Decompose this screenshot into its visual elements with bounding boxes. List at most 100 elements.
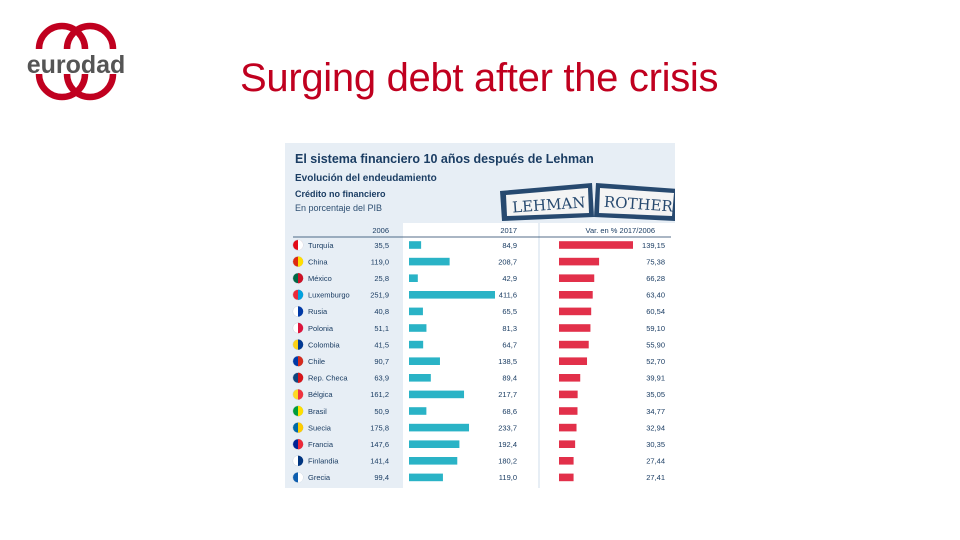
bar-change (559, 423, 577, 432)
header-2006: 2006 (372, 226, 389, 235)
luxembourg-flag-icon (292, 289, 304, 301)
bar-change (559, 457, 574, 465)
value-2006: 51,1 (374, 324, 389, 333)
bar-2006 (409, 390, 465, 399)
value-2017: 42,9 (502, 274, 517, 283)
value-change: 55,90 (646, 340, 665, 349)
country-label: Polonia (308, 324, 334, 333)
china-flag-icon (292, 256, 304, 268)
value-2006: 141,4 (370, 457, 389, 466)
bar-2006 (409, 473, 443, 482)
value-change: 27,41 (646, 473, 665, 482)
bar-2006 (409, 241, 422, 249)
table-row: Rep. Checa 63,9 89,4 39,91 (292, 372, 665, 384)
value-change: 52,70 (646, 357, 665, 366)
bar-2006 (409, 423, 470, 432)
table-row: Finlandia 141,4 180,2 27,44 (292, 455, 665, 467)
table-row: Rusia 40,8 65,5 60,54 (292, 305, 665, 317)
bar-2006 (409, 274, 418, 282)
country-label: Francia (308, 440, 334, 449)
banner-text-left: LEHMAN (512, 193, 586, 216)
value-2017: 119,0 (499, 473, 517, 482)
brazil-flag-icon (292, 405, 304, 417)
table-row: Chile 90,7 138,5 52,70 (292, 355, 665, 367)
bar-2006 (409, 407, 427, 415)
table-row: China 119,0 208,7 75,38 (292, 256, 665, 268)
table-row: Turquía 35,5 84,9 139,15 (292, 239, 665, 251)
value-change: 27,44 (646, 457, 665, 466)
country-label: México (308, 274, 332, 283)
value-2017: 84,9 (502, 241, 517, 250)
value-2006: 119,0 (371, 257, 389, 266)
value-2006: 50,9 (374, 407, 389, 416)
country-label: Brasil (308, 407, 327, 416)
slide-title: Surging debt after the crisis (240, 56, 719, 100)
bar-change (559, 473, 574, 482)
value-2017: 192,4 (498, 440, 517, 449)
infographic-title: El sistema financiero 10 años después de… (295, 152, 594, 166)
value-2006: 25,8 (374, 274, 389, 283)
bar-2006 (409, 257, 450, 266)
bar-change (559, 390, 578, 399)
belgium-flag-icon (292, 388, 304, 400)
country-label: Rep. Checa (308, 374, 348, 383)
value-change: 75,38 (646, 257, 665, 266)
value-2006: 161,2 (370, 390, 389, 399)
table-row: Polonia 51,1 81,3 59,10 (292, 322, 665, 334)
country-label: Chile (308, 357, 325, 366)
bar-2006 (409, 357, 440, 365)
table-row: Francia 147,6 192,4 30,35 (292, 438, 665, 450)
value-2017: 233,7 (498, 423, 517, 432)
finland-flag-icon (292, 455, 304, 467)
bar-change (559, 440, 576, 448)
value-2017: 81,3 (502, 324, 517, 333)
value-2006: 99,4 (374, 473, 389, 482)
value-change: 39,91 (646, 374, 665, 383)
value-2017: 68,6 (502, 407, 517, 416)
value-2017: 65,5 (502, 307, 517, 316)
country-label: Finlandia (308, 457, 339, 466)
bar-2006 (409, 457, 458, 465)
value-change: 63,40 (646, 291, 665, 300)
turkey-flag-icon (292, 239, 304, 251)
bar-change (559, 307, 592, 316)
lehman-brothers-banner: LEHMAN ROTHERS (500, 183, 675, 221)
value-2006: 35,5 (374, 241, 389, 250)
value-change: 34,77 (646, 407, 665, 416)
bar-2006 (409, 291, 495, 299)
table-row: Luxemburgo 251,9 411,6 63,40 (292, 289, 665, 301)
value-2006: 63,9 (374, 374, 389, 383)
bar-2006 (409, 374, 431, 382)
country-label: Turquía (308, 241, 334, 250)
bar-change (559, 357, 588, 365)
infographic-measure: Crédito no financiero (295, 189, 386, 199)
value-2006: 41,5 (374, 340, 389, 349)
table-row: México 25,8 42,9 66,28 (292, 272, 665, 284)
bar-change (559, 340, 589, 349)
greece-flag-icon (292, 471, 304, 483)
infographic-subtitle: Evolución del endeudamiento (295, 173, 437, 184)
value-2017: 208,7 (498, 257, 517, 266)
banner-text-right: ROTHERS (603, 193, 675, 216)
france-flag-icon (292, 438, 304, 450)
poland-flag-icon (292, 322, 304, 334)
debt-infographic: El sistema financiero 10 años después de… (285, 143, 675, 488)
value-change: 139,15 (642, 241, 665, 250)
colombia-flag-icon (292, 339, 304, 351)
value-2006: 90,7 (374, 357, 389, 366)
russia-flag-icon (292, 305, 304, 317)
country-label: Grecia (308, 473, 331, 482)
bar-2006 (409, 440, 460, 448)
table-row: Grecia 99,4 119,0 27,41 (292, 471, 665, 483)
header-2017: 2017 (500, 226, 517, 235)
value-2006: 251,9 (370, 291, 389, 300)
value-2017: 217,7 (498, 390, 517, 399)
value-change: 59,10 (646, 324, 665, 333)
bar-2006 (409, 307, 423, 316)
country-label: Bélgica (308, 390, 333, 399)
sweden-flag-icon (292, 422, 304, 434)
value-change: 32,94 (646, 423, 665, 432)
table-row: Suecia 175,8 233,7 32,94 (292, 422, 665, 434)
country-label: China (308, 257, 328, 266)
bar-change (559, 291, 593, 299)
